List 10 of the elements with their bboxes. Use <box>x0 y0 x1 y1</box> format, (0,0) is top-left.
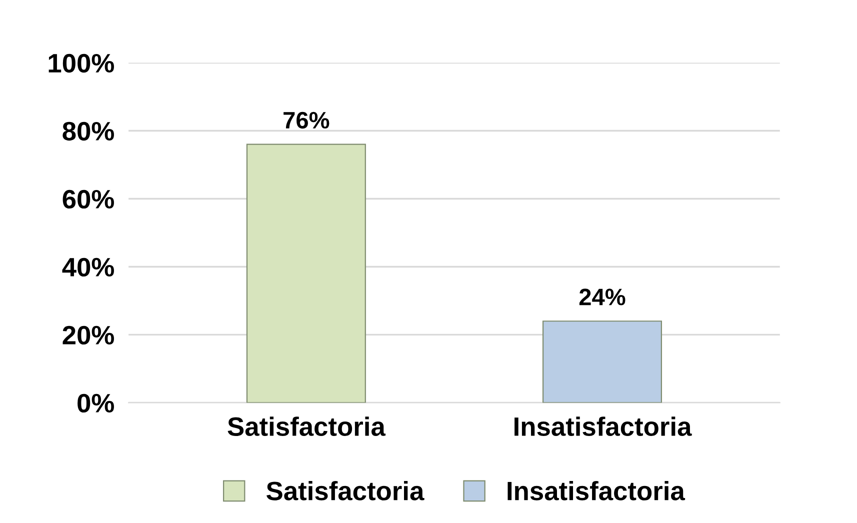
y-tick-label: 100% <box>48 54 114 73</box>
y-tick-label: 20% <box>62 326 114 345</box>
y-tick-label: 60% <box>62 190 114 209</box>
legend-label: Satisfactoria <box>266 480 424 500</box>
y-tick-label: 0% <box>78 394 114 413</box>
y-tick-label: 40% <box>62 258 114 277</box>
y-tick-label: 80% <box>62 122 114 141</box>
data-label: 24% <box>579 288 626 306</box>
data-label: 76% <box>284 112 330 129</box>
legend-label: Insatisfactoria <box>508 480 686 500</box>
